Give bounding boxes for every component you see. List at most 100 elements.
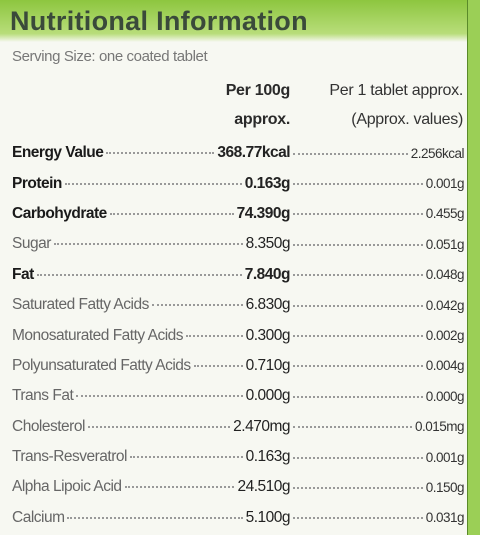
dot-leader bbox=[293, 365, 423, 368]
nutrient-name: Sugar bbox=[12, 235, 51, 253]
per-tablet-value: 0.150g bbox=[425, 479, 465, 495]
nutrient-name: Trans Fat bbox=[12, 387, 74, 405]
dot-leader bbox=[293, 152, 408, 155]
column-header: Per 1 tablet approx. (Approx. values) bbox=[329, 76, 463, 134]
cell-group: Cholesterol 2.470mg bbox=[12, 418, 290, 436]
nutrient-name: Calcium bbox=[12, 508, 65, 526]
nutrient-name: Cholesterol bbox=[12, 417, 85, 435]
nutrient-name: Monosaturated Fatty Acids bbox=[12, 326, 184, 344]
dot-leader bbox=[87, 425, 231, 428]
cell-group: 0.150g bbox=[290, 479, 465, 495]
per-100g-value: 8.350g bbox=[245, 235, 291, 253]
nutrient-name: Saturated Fatty Acids bbox=[12, 296, 149, 314]
dot-leader bbox=[293, 335, 423, 338]
cell-group: 0.015mg bbox=[290, 419, 465, 434]
table-row: Carbohydrate 74.390g 0.455g bbox=[12, 199, 465, 229]
table-row: Alpha Lipoic Acid 24.510g 0.150g bbox=[12, 472, 465, 502]
per-tablet-value: 0.000g bbox=[425, 388, 465, 404]
cell-group: Protein 0.163g bbox=[12, 174, 291, 193]
cell-group: Calcium 5.100g bbox=[12, 508, 291, 527]
dot-leader bbox=[186, 334, 243, 337]
per-100g-value: 0.163g bbox=[244, 174, 291, 192]
table-row: Cholesterol 2.470mg 0.015mg bbox=[12, 412, 465, 442]
cell-group: Monosaturated Fatty Acids 0.300g bbox=[12, 326, 291, 345]
per-tablet-value: 0.001g bbox=[425, 449, 465, 465]
cell-group: Polyunsaturated Fatty Acids 0.710g bbox=[12, 356, 291, 375]
cell-group: 0.001g bbox=[290, 176, 465, 192]
dot-leader bbox=[293, 517, 423, 520]
per-tablet-value: 2.256kcal bbox=[410, 145, 465, 161]
table-row: Trans Fat 0.000g 0.000g bbox=[12, 381, 465, 411]
per-tablet-value: 0.004g bbox=[425, 358, 465, 374]
dot-leader bbox=[293, 486, 423, 489]
per-100g-value: 74.390g bbox=[236, 204, 291, 222]
header-line: Per 100g bbox=[225, 82, 291, 99]
nutrient-name: Polyunsaturated Fatty Acids bbox=[12, 356, 191, 374]
header-line: (Approx. values) bbox=[351, 111, 463, 128]
dot-leader bbox=[109, 212, 234, 215]
cell-group: Carbohydrate 74.390g bbox=[12, 204, 291, 223]
nutrient-name: Alpha Lipoic Acid bbox=[12, 478, 122, 496]
nutrient-name: Fat bbox=[12, 265, 34, 283]
table-row: Saturated Fatty Acids 6.830g 0.042g bbox=[12, 290, 465, 320]
table-row: Polyunsaturated Fatty Acids 0.710g 0.004g bbox=[12, 351, 465, 381]
cell-group: 0.001g bbox=[290, 449, 465, 465]
dot-leader bbox=[293, 304, 423, 307]
cell-group: Trans Fat 0.000g bbox=[12, 387, 291, 405]
cell-group: 0.455g bbox=[290, 206, 465, 222]
table-row: Energy Value 368.77kcal 2.256kcal bbox=[12, 138, 465, 168]
cell-group: 0.048g bbox=[290, 267, 465, 283]
per-tablet-value: 0.001g bbox=[425, 176, 465, 192]
per-100g-value: 0.300g bbox=[245, 326, 291, 344]
per-100g-value: 368.77kcal bbox=[217, 144, 290, 162]
per-tablet-value: 0.051g bbox=[425, 236, 465, 252]
table-row: Trans-Resveratrol 0.163g 0.001g bbox=[12, 442, 465, 472]
dot-leader bbox=[106, 152, 215, 155]
per-tablet-value: 0.455g bbox=[425, 206, 465, 222]
column-header: Per 100g approx. bbox=[225, 76, 291, 134]
dot-leader bbox=[293, 213, 423, 216]
table-row: Protein 0.163g 0.001g bbox=[12, 168, 465, 198]
per-100g-value: 0.710g bbox=[245, 356, 291, 374]
dot-leader bbox=[151, 304, 243, 307]
dot-leader bbox=[293, 395, 423, 398]
edge-strip bbox=[467, 0, 480, 535]
per-100g-value: 6.830g bbox=[245, 296, 291, 314]
dot-leader bbox=[67, 516, 243, 519]
header-line: Per 1 tablet approx. bbox=[329, 82, 463, 99]
cell-group: Saturated Fatty Acids 6.830g bbox=[12, 296, 291, 314]
cell-group: 0.051g bbox=[290, 236, 465, 252]
per-100g-value: 0.163g bbox=[245, 448, 291, 466]
dot-leader bbox=[36, 273, 242, 276]
dot-leader bbox=[124, 486, 235, 489]
cell-group: 0.002g bbox=[290, 328, 465, 343]
dot-leader bbox=[293, 274, 423, 277]
cell-group: 2.256kcal bbox=[290, 145, 465, 161]
cell-group: Sugar 8.350g bbox=[12, 235, 291, 253]
dot-leader bbox=[64, 182, 242, 185]
cell-group: Fat 7.840g bbox=[12, 265, 291, 284]
title-band bbox=[0, 0, 480, 42]
dot-leader bbox=[76, 395, 243, 398]
dot-leader bbox=[193, 364, 243, 367]
per-tablet-value: 0.031g bbox=[425, 510, 465, 526]
per-tablet-value: 0.042g bbox=[425, 297, 465, 313]
per-100g-value: 5.100g bbox=[245, 508, 291, 526]
dot-leader bbox=[129, 456, 243, 459]
table-row: Sugar 8.350g 0.051g bbox=[12, 229, 465, 259]
per-tablet-value: 0.048g bbox=[425, 267, 465, 283]
per-100g-value: 7.840g bbox=[244, 265, 291, 283]
dot-leader bbox=[293, 183, 423, 186]
cell-group: 0.042g bbox=[290, 297, 465, 313]
nutrient-name: Protein bbox=[12, 174, 62, 192]
nutrient-name: Energy Value bbox=[12, 144, 104, 162]
cell-group: Alpha Lipoic Acid 24.510g bbox=[12, 478, 290, 496]
cell-group: 0.000g bbox=[290, 388, 465, 404]
header-line: approx. bbox=[234, 111, 290, 128]
per-100g-value: 24.510g bbox=[237, 478, 290, 496]
title: Nutritional Information bbox=[10, 6, 308, 36]
nutrient-name: Trans-Resveratrol bbox=[12, 448, 127, 466]
cell-group: 0.004g bbox=[290, 358, 465, 374]
nutrition-table: Energy Value 368.77kcal 2.256kcal Protein 0.… bbox=[12, 138, 465, 533]
